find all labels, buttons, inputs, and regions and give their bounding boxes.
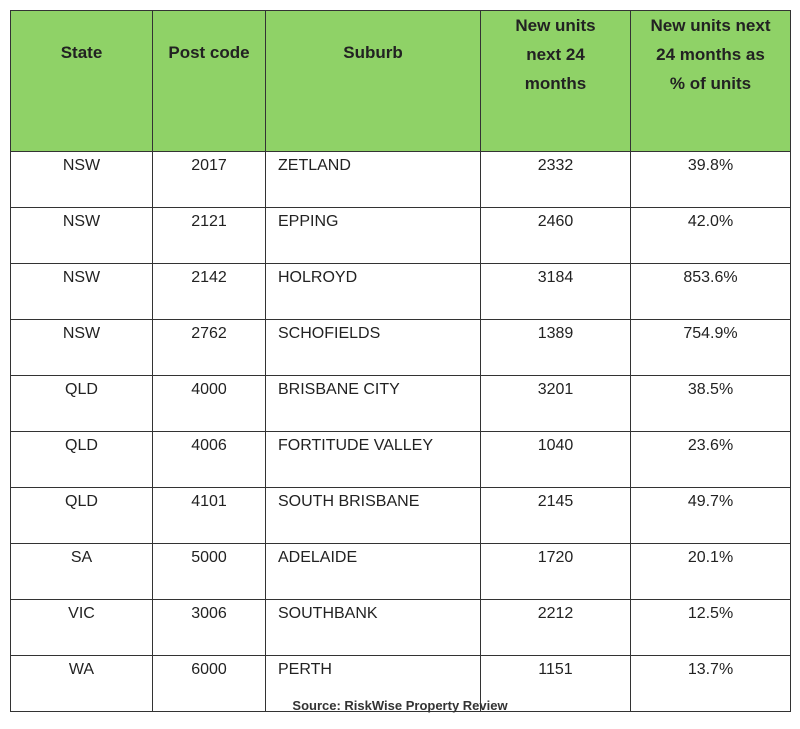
header-cell: New units next 24 months [480, 10, 631, 152]
table-cell: 4006 [152, 431, 266, 488]
table-cell: QLD [10, 487, 153, 544]
table-cell: 4000 [152, 375, 266, 432]
table-cell: 42.0% [630, 207, 791, 264]
table-cell: QLD [10, 375, 153, 432]
table-cell: 49.7% [630, 487, 791, 544]
table-cell: EPPING [265, 207, 481, 264]
table-row: SA 5000 ADELAIDE 1720 20.1% [10, 543, 791, 600]
table-cell: VIC [10, 599, 153, 656]
header-text: New units next [650, 16, 771, 35]
header-cell: Suburb [265, 10, 481, 152]
header-text: % of units [669, 74, 752, 93]
table-row: VIC 3006 SOUTHBANK 2212 12.5% [10, 599, 791, 656]
table-cell: HOLROYD [265, 263, 481, 320]
table-row: NSW 2762 SCHOFIELDS 1389 754.9% [10, 319, 791, 376]
header-text: 24 months as [656, 45, 765, 64]
table-cell: FORTITUDE VALLEY [265, 431, 481, 488]
table-cell: 38.5% [630, 375, 791, 432]
table-cell: SCHOFIELDS [265, 319, 481, 376]
table-cell: 2142 [152, 263, 266, 320]
header-text: Suburb [343, 43, 403, 62]
header-text: New units [515, 16, 596, 35]
table-cell: 1720 [480, 543, 631, 600]
table-cell: 39.8% [630, 151, 791, 208]
table-cell: 3006 [152, 599, 266, 656]
table-row: QLD 4006 FORTITUDE VALLEY 1040 23.6% [10, 431, 791, 488]
table-cell: 3201 [480, 375, 631, 432]
table-cell: 6000 [152, 655, 266, 712]
table-cell: 1151 [480, 655, 631, 712]
header-text: next 24 [526, 45, 585, 64]
header-text: State [60, 43, 103, 62]
table-cell: QLD [10, 431, 153, 488]
table-cell: 2460 [480, 207, 631, 264]
table-row: NSW 2142 HOLROYD 3184 853.6% [10, 263, 791, 320]
table-cell: 754.9% [630, 319, 791, 376]
data-table: State Post code Suburb New units next 24 mont… [10, 10, 791, 712]
table-row: QLD 4000 BRISBANE CITY 3201 38.5% [10, 375, 791, 432]
table-cell: 23.6% [630, 431, 791, 488]
table-cell: ADELAIDE [265, 543, 481, 600]
table-cell: 4101 [152, 487, 266, 544]
table-row: WA 6000 PERTH 1151 13.7% [10, 655, 791, 712]
header-cell: State [10, 10, 153, 152]
table-cell: 853.6% [630, 263, 791, 320]
table-cell: NSW [10, 151, 153, 208]
table-row: NSW 2017 ZETLAND 2332 39.8% [10, 151, 791, 208]
header-cell: New units next 24 months as % of units [630, 10, 791, 152]
table-cell: ZETLAND [265, 151, 481, 208]
table-row: NSW 2121 EPPING 2460 42.0% [10, 207, 791, 264]
table-cell: 20.1% [630, 543, 791, 600]
table-cell: 2121 [152, 207, 266, 264]
table-cell: 1040 [480, 431, 631, 488]
table-cell: 2332 [480, 151, 631, 208]
table-cell: 12.5% [630, 599, 791, 656]
table-cell: 2145 [480, 487, 631, 544]
table-body: NSW 2017 ZETLAND 2332 39.8% NSW 2121 EPPING 2460… [10, 151, 791, 712]
table-row: QLD 4101 SOUTH BRISBANE 2145 49.7% [10, 487, 791, 544]
table-cell: SOUTH BRISBANE [265, 487, 481, 544]
header-text: months [524, 74, 587, 93]
table-cell: 2762 [152, 319, 266, 376]
table-cell: 13.7% [630, 655, 791, 712]
table-cell: 1389 [480, 319, 631, 376]
table-cell: NSW [10, 207, 153, 264]
table-cell: SOUTHBANK [265, 599, 481, 656]
table-cell: 2212 [480, 599, 631, 656]
table-cell: BRISBANE CITY [265, 375, 481, 432]
table-cell: SA [10, 543, 153, 600]
table-cell: 3184 [480, 263, 631, 320]
table-cell: 2017 [152, 151, 266, 208]
source-note: Source: RiskWise Property Review [292, 698, 508, 713]
header-text: Post code [168, 43, 250, 62]
table-cell: WA [10, 655, 153, 712]
header-row: State Post code Suburb New units next 24 mont… [10, 10, 791, 152]
table-cell: NSW [10, 319, 153, 376]
header-cell: Post code [152, 10, 266, 152]
table-cell: NSW [10, 263, 153, 320]
table-cell: 5000 [152, 543, 266, 600]
